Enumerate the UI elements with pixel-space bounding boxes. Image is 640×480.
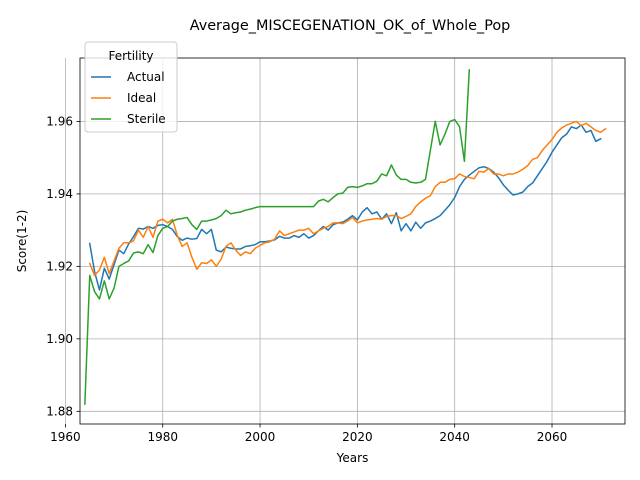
y-tick-label: 1.90 (46, 332, 73, 346)
y-tick-label: 1.96 (46, 114, 73, 128)
y-axis-label: Score(1-2) (15, 210, 29, 273)
legend: Fertility Actual Ideal Sterile (84, 41, 178, 133)
y-tick-label: 1.94 (46, 187, 73, 201)
series-lines (84, 69, 607, 405)
axis-ticks: 1960 1980 2000 2020 2040 2060 1.88 1.90 1.92 1.94… (46, 114, 567, 444)
chart-title: Average_MISCEGENATION_OK_of_Whole_Pop (190, 18, 511, 34)
legend-label-sterile: Sterile (127, 112, 166, 126)
x-axis-label: Years (336, 451, 369, 465)
y-tick-label: 1.88 (46, 404, 73, 418)
plot-area-frame (79, 57, 626, 425)
legend-title: Fertility (108, 49, 153, 63)
x-tick-label: 2020 (342, 430, 373, 444)
x-tick-label: 2040 (439, 430, 470, 444)
series-line-sterile (84, 69, 471, 405)
series-line-actual (88, 124, 602, 291)
y-tick-label: 1.92 (46, 259, 73, 273)
legend-label-ideal: Ideal (127, 91, 156, 105)
series-line-ideal (88, 120, 607, 277)
legend-entries: Actual Ideal Sterile (91, 70, 166, 126)
x-tick-label: 1980 (147, 430, 178, 444)
x-tick-label: 2060 (537, 430, 568, 444)
legend-box (84, 41, 178, 133)
x-tick-label: 2000 (245, 430, 276, 444)
legend-label-actual: Actual (127, 70, 165, 84)
x-tick-label: 1960 (50, 430, 81, 444)
